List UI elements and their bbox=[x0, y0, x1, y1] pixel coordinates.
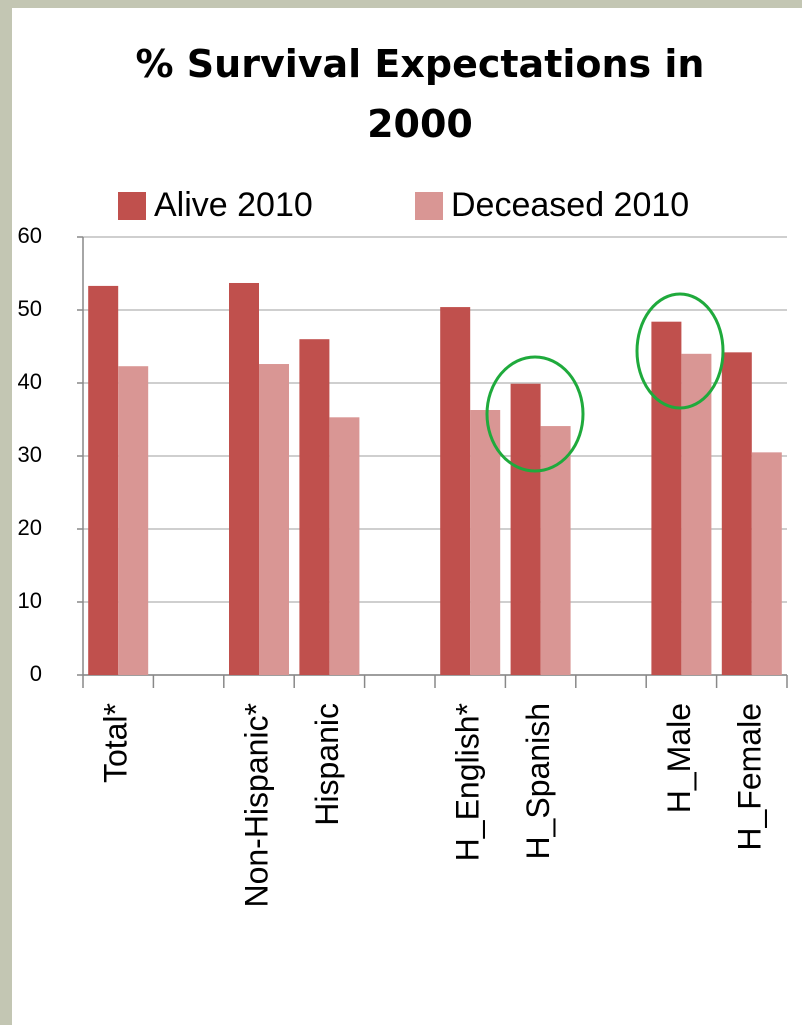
bar bbox=[440, 307, 471, 675]
highlight-ellipse bbox=[485, 355, 585, 473]
x-tick-label: Total* bbox=[98, 703, 134, 783]
y-tick-label: 50 bbox=[18, 296, 42, 321]
y-tick-label: 30 bbox=[18, 442, 42, 467]
legend-swatch bbox=[415, 192, 443, 220]
legend-label: Alive 2010 bbox=[154, 186, 313, 224]
x-tick-label: H_English* bbox=[450, 703, 486, 861]
x-tick-label: H_Spanish bbox=[520, 703, 556, 860]
x-tick-label: Hispanic bbox=[309, 703, 345, 826]
bar bbox=[721, 352, 752, 675]
x-tick-label: Non-Hispanic* bbox=[238, 703, 274, 908]
bar bbox=[229, 282, 259, 675]
y-tick-label: 0 bbox=[30, 661, 42, 686]
bar bbox=[329, 417, 360, 675]
y-tick-label: 10 bbox=[18, 588, 42, 613]
bar bbox=[259, 364, 289, 675]
bar bbox=[299, 339, 330, 675]
y-tick-label: 40 bbox=[18, 369, 42, 394]
bar bbox=[470, 410, 501, 675]
bar bbox=[118, 366, 149, 675]
x-tick-label: H_Female bbox=[731, 703, 767, 851]
legend-label: Deceased 2010 bbox=[451, 186, 689, 224]
bar bbox=[751, 452, 782, 675]
y-tick-label: 60 bbox=[18, 223, 42, 248]
chart-title: % Survival Expectations in 2000 bbox=[135, 42, 705, 146]
highlight-ellipse bbox=[635, 292, 725, 410]
legend-swatch bbox=[118, 192, 146, 220]
bar bbox=[510, 383, 541, 675]
y-tick-label: 20 bbox=[18, 515, 42, 540]
bar bbox=[88, 285, 119, 675]
bar bbox=[681, 353, 712, 675]
bar bbox=[651, 321, 682, 675]
bar bbox=[540, 426, 571, 675]
x-tick-label: H_Male bbox=[661, 703, 697, 813]
